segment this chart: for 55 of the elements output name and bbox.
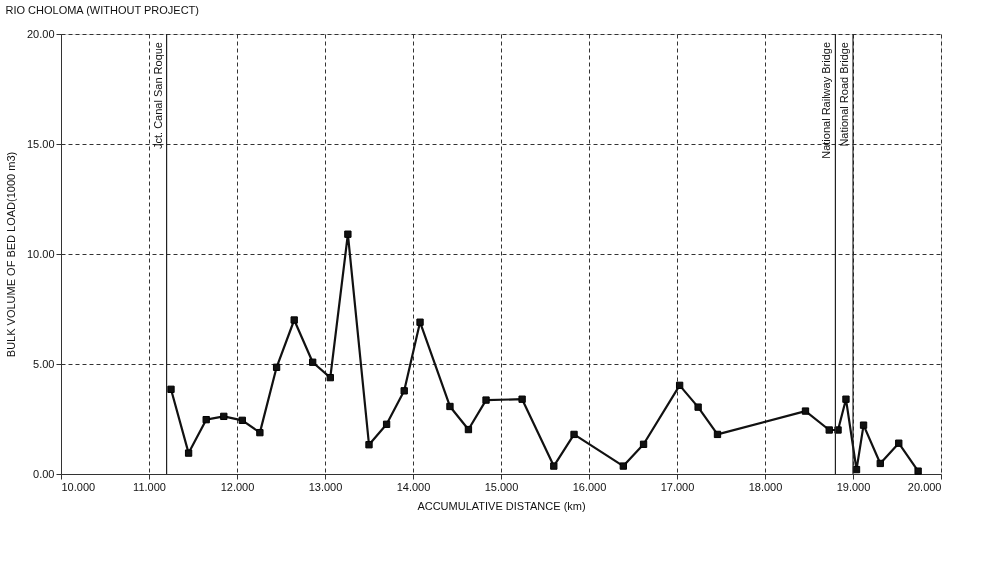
- point: [220, 412, 228, 421]
- point: [184, 449, 193, 457]
- ref-line-label: Jct. Canal San Roque: [151, 42, 164, 150]
- y-axis-title: BULK VOLUME OF BED LOAD(1000 m3): [4, 151, 17, 358]
- x-tick-label: 15.000: [484, 480, 519, 493]
- y-tick-label: 0.00: [33, 467, 55, 480]
- point: [619, 462, 627, 470]
- ref-line-label: National Road Bridge: [838, 42, 850, 147]
- point: [309, 358, 317, 366]
- point: [518, 395, 526, 403]
- ref-line-label: National Railway Bridge: [820, 42, 833, 159]
- x-tick-label: 18.000: [748, 480, 783, 493]
- point: [202, 416, 210, 424]
- point: [482, 396, 490, 404]
- point: [400, 387, 408, 395]
- point: [895, 439, 903, 447]
- point: [675, 381, 684, 389]
- x-tick-label: 12.000: [220, 480, 255, 493]
- point: [290, 316, 298, 324]
- point: [914, 467, 922, 475]
- x-axis-title: ACCUMULATIVE DISTANCE (km): [417, 499, 586, 512]
- x-tick-label: 11.000: [133, 480, 166, 493]
- point: [167, 385, 175, 393]
- point: [326, 373, 334, 382]
- point: [382, 420, 391, 428]
- point: [876, 459, 884, 468]
- y-tick-label: 10.00: [26, 247, 55, 260]
- point: [694, 403, 702, 411]
- x-tick-label: 19.000: [836, 480, 871, 493]
- y-tick-label: 15.00: [26, 137, 55, 150]
- point: [639, 440, 648, 448]
- point: [256, 428, 264, 437]
- x-tick-label: 13.000: [308, 480, 343, 493]
- point: [238, 416, 246, 424]
- x-tick-label: 20.000: [907, 480, 942, 493]
- y-tick-label: 20.00: [26, 27, 55, 40]
- point: [464, 425, 473, 434]
- point: [570, 430, 578, 439]
- point: [801, 407, 810, 415]
- x-tick-label: 17.000: [660, 480, 695, 493]
- point: [446, 402, 454, 411]
- x-tick-label: 14.000: [396, 480, 431, 493]
- chart-title: RIO CHOLOMA (WITHOUT PROJECT): [5, 4, 199, 16]
- y-tick-label: 5.00: [33, 357, 55, 370]
- point: [825, 426, 833, 434]
- point: [272, 363, 281, 371]
- x-tick-label: 10.000: [61, 480, 96, 493]
- point: [344, 230, 352, 238]
- point: [859, 421, 868, 429]
- point: [550, 462, 558, 470]
- point: [842, 395, 850, 403]
- point: [713, 430, 722, 439]
- x-tick-label: 16.000: [572, 480, 607, 493]
- point: [365, 441, 373, 449]
- point: [416, 318, 424, 326]
